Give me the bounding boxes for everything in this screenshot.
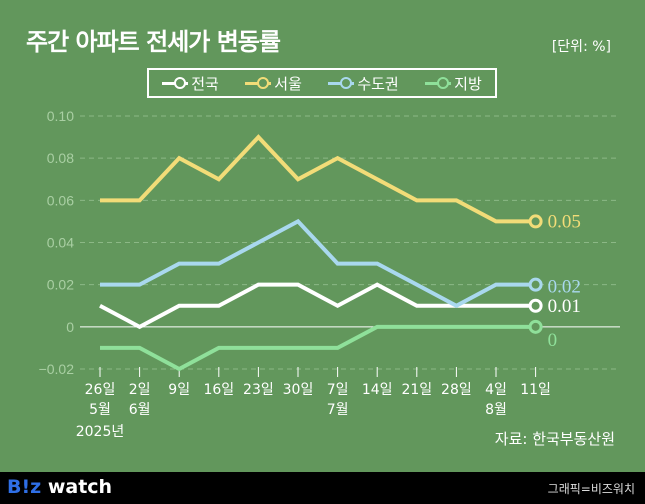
legend-label: 지방 xyxy=(454,74,482,93)
series-line-수도권 xyxy=(100,218,536,309)
legend-marker-icon xyxy=(245,77,272,89)
legend-marker-icon xyxy=(425,77,452,89)
series-end-marker xyxy=(528,214,543,229)
x-tick-label: 21일 xyxy=(401,382,432,398)
series-line-서울 xyxy=(100,134,536,224)
x-tick-label: 7일 xyxy=(327,382,349,398)
bizwatch-logo: B!z watch xyxy=(7,476,113,498)
y-tick-label: 0.08 xyxy=(47,150,74,166)
x-tick-label: 2일 xyxy=(129,382,151,398)
x-tick-label: 26일 xyxy=(85,382,116,398)
source-note: 자료: 한국부동산원 xyxy=(494,430,615,448)
x-tick-label: 9일 xyxy=(168,382,190,398)
series-line-지방 xyxy=(100,324,536,372)
month-label: 5월 xyxy=(89,402,111,418)
chart-title: 주간 아파트 전세가 변동률 xyxy=(26,28,281,56)
legend: 전국 서울 수도권 지방 xyxy=(147,68,497,98)
line-chart: 0.10 0.08 0.06 0.04 0.02 0 −0.02 26일 2일 9일 16일 23일 3… xyxy=(39,108,620,440)
y-tick-label: 0.02 xyxy=(47,277,74,293)
legend-marker-icon xyxy=(162,77,189,89)
month-label: 7월 xyxy=(327,402,349,418)
y-tick-label: −0.02 xyxy=(39,361,75,377)
x-tick-label: 23일 xyxy=(243,382,274,398)
series-end-label: 0.05 xyxy=(548,211,581,232)
legend-item: 지방 xyxy=(425,73,482,94)
series-end-label: 0 xyxy=(548,330,558,351)
y-tick-label: 0.04 xyxy=(47,235,74,251)
legend-item: 서울 xyxy=(245,73,302,94)
x-tick-label: 4일 xyxy=(485,382,507,398)
x-tick-label: 14일 xyxy=(362,382,393,398)
series-end-label: 0.01 xyxy=(548,296,581,317)
month-label: 6월 xyxy=(129,402,151,418)
y-tick-label: 0.06 xyxy=(47,192,74,208)
series-end-marker xyxy=(528,277,543,292)
unit-label: [단위: %] xyxy=(551,39,611,55)
x-tick-label: 11일 xyxy=(520,382,551,398)
x-tick-label: 16일 xyxy=(203,382,234,398)
month-label: 8월 xyxy=(485,402,507,418)
legend-marker-icon xyxy=(328,77,355,89)
series-line-전국 xyxy=(99,282,536,330)
series-end-marker xyxy=(528,319,543,334)
legend-label: 전국 xyxy=(191,74,219,93)
y-tick-label: 0 xyxy=(66,319,74,335)
x-tick-label: 30일 xyxy=(283,382,314,398)
legend-item: 전국 xyxy=(162,73,219,94)
footer-bar: B!z watch 그래픽=비즈워치 xyxy=(0,472,645,504)
legend-item: 수도권 xyxy=(328,73,399,94)
graphic-credit: 그래픽=비즈워치 xyxy=(547,482,635,496)
y-tick-label: 0.10 xyxy=(47,108,74,124)
series-end-label: 0.02 xyxy=(548,277,581,298)
legend-label: 수도권 xyxy=(357,74,399,93)
series-end-marker xyxy=(528,298,543,313)
x-tick-label: 28일 xyxy=(441,382,472,398)
legend-label: 서울 xyxy=(274,74,302,93)
year-label: 2025년 xyxy=(76,424,125,440)
